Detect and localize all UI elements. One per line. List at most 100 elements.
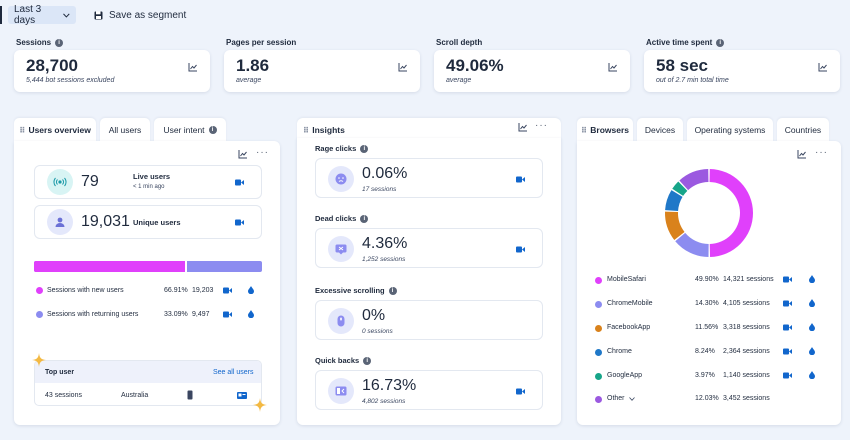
tab-all-users[interactable]: All users (100, 118, 150, 142)
info-icon[interactable]: i (716, 38, 725, 47)
kpi-card-sessions[interactable]: 28,700 5,444 bot sessions excluded (14, 50, 210, 92)
video-recording-icon[interactable] (516, 176, 525, 183)
more-options-icon[interactable]: ··· (256, 147, 269, 158)
kpi-card-pages[interactable]: 1.86 average (224, 50, 420, 92)
save-icon (94, 11, 103, 19)
tab-browsers[interactable]: ⠿ Browsers (577, 118, 633, 142)
browser-name: Chrome (607, 348, 632, 355)
excessive-scrolling-card[interactable]: 0% 0 sessions (315, 300, 543, 340)
save-segment-label: Save as segment (109, 9, 187, 21)
browser-pct: 11.56% (695, 324, 719, 331)
donut-slice-chromemobile[interactable] (675, 232, 709, 257)
rage-clicks-value: 0.06% (362, 165, 408, 182)
drag-handle-icon[interactable]: ⠿ (19, 125, 25, 135)
returning-users-pct: 33.09% (164, 311, 188, 318)
tab-user-intent[interactable]: User intent i (154, 118, 226, 142)
donut-slice-mobilesafari[interactable] (709, 169, 753, 257)
live-users-card[interactable]: 79 Live users < 1 min ago (34, 165, 262, 199)
donut-slice-googleapp[interactable] (672, 181, 688, 196)
browser-name: GoogleApp (607, 372, 643, 379)
video-recording-icon[interactable] (783, 324, 792, 331)
top-user-card[interactable]: Top user See all users 43 sessions Austr… (34, 360, 262, 406)
heatmap-drop-icon[interactable] (248, 310, 254, 318)
returning-users-dot (36, 311, 43, 318)
kpi-card-scroll[interactable]: 49.06% average (434, 50, 630, 92)
info-icon[interactable]: i (360, 144, 369, 153)
browser-pct: 14.30% (695, 300, 719, 307)
heatmap-drop-icon[interactable] (809, 275, 815, 283)
trend-chart-icon[interactable] (818, 62, 828, 72)
heatmap-drop-icon[interactable] (809, 371, 815, 379)
unique-users-card[interactable]: 19,031 Unique users (34, 205, 262, 239)
chevron-down-icon[interactable] (629, 397, 635, 401)
info-icon[interactable]: i (363, 356, 372, 365)
date-range-dropdown[interactable]: Last 3 days (8, 4, 76, 26)
video-recording-icon[interactable] (223, 287, 232, 294)
new-users-label: Sessions with new users (47, 287, 124, 294)
video-recording-icon[interactable] (223, 311, 232, 318)
new-users-dot (36, 287, 43, 294)
video-recording-icon[interactable] (235, 219, 244, 226)
sparkle-icon (32, 353, 46, 367)
see-all-users-link[interactable]: See all users (213, 369, 254, 376)
excessive-scrolling-label: Excessive scrolling i (315, 286, 397, 295)
kpi-sub: average (446, 77, 472, 84)
chevron-down-icon (63, 13, 70, 18)
more-options-icon[interactable]: ··· (535, 120, 548, 131)
tab-operating-systems[interactable]: Operating systems (687, 118, 773, 142)
rage-clicks-label: Rage clicks i (315, 144, 369, 153)
chart-toggle-icon[interactable] (797, 149, 807, 159)
heatmap-drop-icon[interactable] (809, 347, 815, 355)
donut-slice-other[interactable] (679, 169, 709, 191)
video-recording-icon[interactable] (516, 246, 525, 253)
info-icon[interactable]: i (360, 214, 369, 223)
info-icon[interactable]: i (208, 126, 217, 134)
video-recording-icon[interactable] (783, 348, 792, 355)
live-broadcast-icon (47, 169, 73, 195)
video-recording-icon[interactable] (783, 372, 792, 379)
donut-slice-facebookapp[interactable] (665, 211, 685, 241)
browser-name: ChromeMobile (607, 300, 653, 307)
excessive-scrolling-value: 0% (362, 307, 386, 324)
drag-handle-icon[interactable]: ⠿ (303, 125, 309, 135)
save-segment-button[interactable]: Save as segment (94, 6, 186, 24)
chart-toggle-icon[interactable] (238, 149, 248, 159)
browser-pct: 49.90% (695, 276, 719, 283)
drag-handle-icon[interactable]: ⠿ (581, 125, 587, 135)
browser-pct: 8.24% (695, 348, 715, 355)
more-options-icon[interactable]: ··· (815, 147, 828, 158)
donut-slice-chrome[interactable] (665, 190, 683, 211)
heatmap-drop-icon[interactable] (809, 299, 815, 307)
kpi-card-active-time[interactable]: 58 sec out of 2.7 min total time (644, 50, 840, 92)
tab-countries[interactable]: Countries (777, 118, 829, 142)
browser-sessions: 3,318 sessions (723, 324, 770, 331)
trend-chart-icon[interactable] (188, 62, 198, 72)
kpi-value: 49.06% (446, 56, 504, 75)
top-user-title: Top user (45, 369, 75, 376)
chart-toggle-icon[interactable] (518, 122, 528, 132)
rage-clicks-card[interactable]: 0.06% 17 sessions (315, 158, 543, 198)
trend-chart-icon[interactable] (608, 62, 618, 72)
video-recording-icon[interactable] (783, 276, 792, 283)
users-overview-panel: ··· 79 Live users < 1 min ago 19,031 Uni… (14, 141, 280, 425)
quick-backs-card[interactable]: 16.73% 4,802 sessions (315, 370, 543, 410)
dead-clicks-card[interactable]: 4.36% 1,252 sessions (315, 228, 543, 268)
browser-sessions: 1,140 sessions (723, 372, 770, 379)
browser-pct: 12.03% (695, 395, 719, 402)
video-recording-icon[interactable] (235, 179, 244, 186)
browser-legend-dot (595, 301, 602, 308)
trend-chart-icon[interactable] (398, 62, 408, 72)
video-recording-icon[interactable] (516, 388, 525, 395)
browsers-donut-chart (665, 169, 753, 257)
heatmap-drop-icon[interactable] (809, 323, 815, 331)
kpi-sub: average (236, 77, 262, 84)
heatmap-drop-icon[interactable] (248, 286, 254, 294)
dead-clicks-value: 4.36% (362, 235, 408, 252)
browser-name[interactable]: Other (607, 395, 625, 402)
info-icon[interactable]: i (388, 286, 397, 295)
info-icon[interactable]: i (55, 38, 64, 47)
tab-users-overview[interactable]: ⠿ Users overview (14, 118, 96, 142)
top-user-country: Australia (121, 392, 149, 399)
tab-devices[interactable]: Devices (637, 118, 683, 142)
video-recording-icon[interactable] (783, 300, 792, 307)
